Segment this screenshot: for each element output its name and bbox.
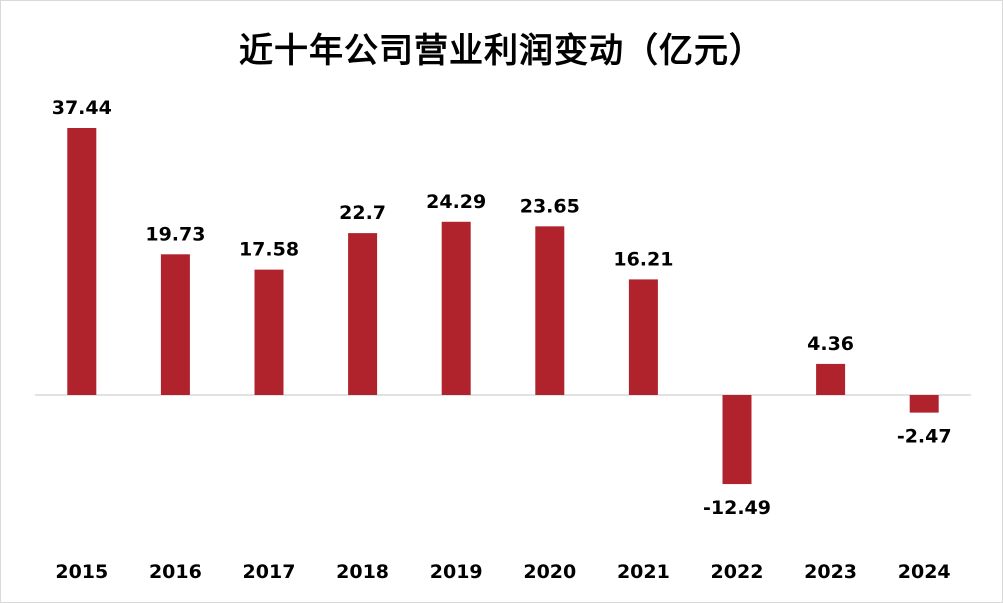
bar-2017 — [254, 269, 284, 395]
x-tick-label-2018: 2018 — [336, 561, 389, 583]
bar-2019 — [441, 221, 471, 395]
data-label-2020: 23.65 — [520, 195, 580, 217]
x-tick-label-2022: 2022 — [711, 561, 764, 583]
x-tick-label-2016: 2016 — [149, 561, 202, 583]
bar-2023 — [816, 363, 846, 395]
x-tick-label-2021: 2021 — [617, 561, 670, 583]
data-label-2015: 37.44 — [52, 97, 112, 119]
bar-2015 — [67, 128, 97, 395]
data-label-2018: 22.7 — [339, 202, 386, 224]
data-label-2024: -2.47 — [897, 426, 952, 448]
x-tick-label-2019: 2019 — [430, 561, 483, 583]
data-label-2019: 24.29 — [426, 191, 486, 213]
data-label-2016: 19.73 — [145, 223, 205, 245]
bar-2016 — [160, 254, 190, 395]
bars-group — [67, 128, 939, 485]
bar-2022 — [722, 395, 752, 485]
x-tick-label-2020: 2020 — [523, 561, 576, 583]
bar-2021 — [628, 279, 658, 395]
data-label-2022: -12.49 — [703, 497, 771, 519]
bar-2020 — [535, 226, 565, 395]
bar-2018 — [348, 233, 378, 395]
x-tick-label-2017: 2017 — [243, 561, 296, 583]
data-label-2017: 17.58 — [239, 239, 299, 261]
chart-title: 近十年公司营业利润变动（亿元） — [239, 31, 764, 71]
x-tick-label-2023: 2023 — [804, 561, 857, 583]
x-tick-label-2024: 2024 — [898, 561, 951, 583]
data-label-2021: 16.21 — [613, 248, 673, 270]
data-labels-group: 37.44 19.73 17.58 22.7 24.29 23.65 16.21 -12.49… — [52, 97, 952, 519]
bar-2024 — [909, 395, 939, 413]
x-tick-labels-group: 2015 2016 2017 2018 2019 2020 2021 2022 2023 2024 — [55, 561, 950, 583]
data-label-2023: 4.36 — [807, 333, 854, 355]
x-tick-label-2015: 2015 — [55, 561, 108, 583]
